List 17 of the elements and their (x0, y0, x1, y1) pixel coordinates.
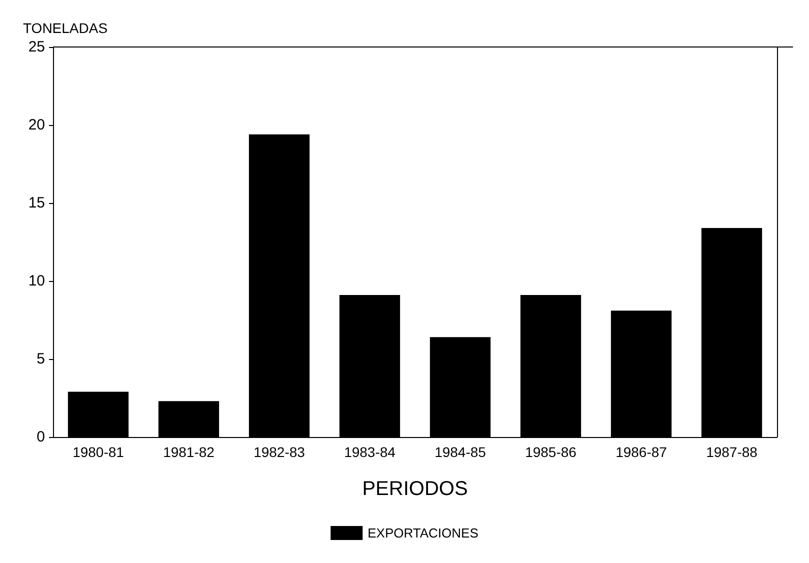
y-tick-label: 15 (28, 194, 45, 212)
y-tick-label: 20 (28, 116, 45, 134)
x-tick-label: 1983-84 (344, 444, 396, 460)
y-tick-label: 5 (36, 350, 45, 368)
x-axis-title: PERIODOS (362, 478, 468, 500)
x-tick-label: 1981-82 (163, 444, 215, 460)
x-tick-label: 1980-81 (72, 444, 124, 460)
x-tick-label: 1984-85 (434, 444, 486, 460)
y-tick-label: 10 (28, 272, 45, 290)
y-axis-title: TONELADAS (23, 20, 108, 36)
y-tick-label: 25 (28, 38, 45, 56)
x-tick-label: 1987-88 (706, 444, 758, 460)
x-tick-label: 1982-83 (254, 444, 306, 460)
y-tick-label: 0 (36, 428, 45, 446)
x-tick-label: 1985-86 (525, 444, 577, 460)
x-tick-label: 1986-87 (616, 444, 668, 460)
legend-label: EXPORTACIONES (368, 526, 479, 540)
